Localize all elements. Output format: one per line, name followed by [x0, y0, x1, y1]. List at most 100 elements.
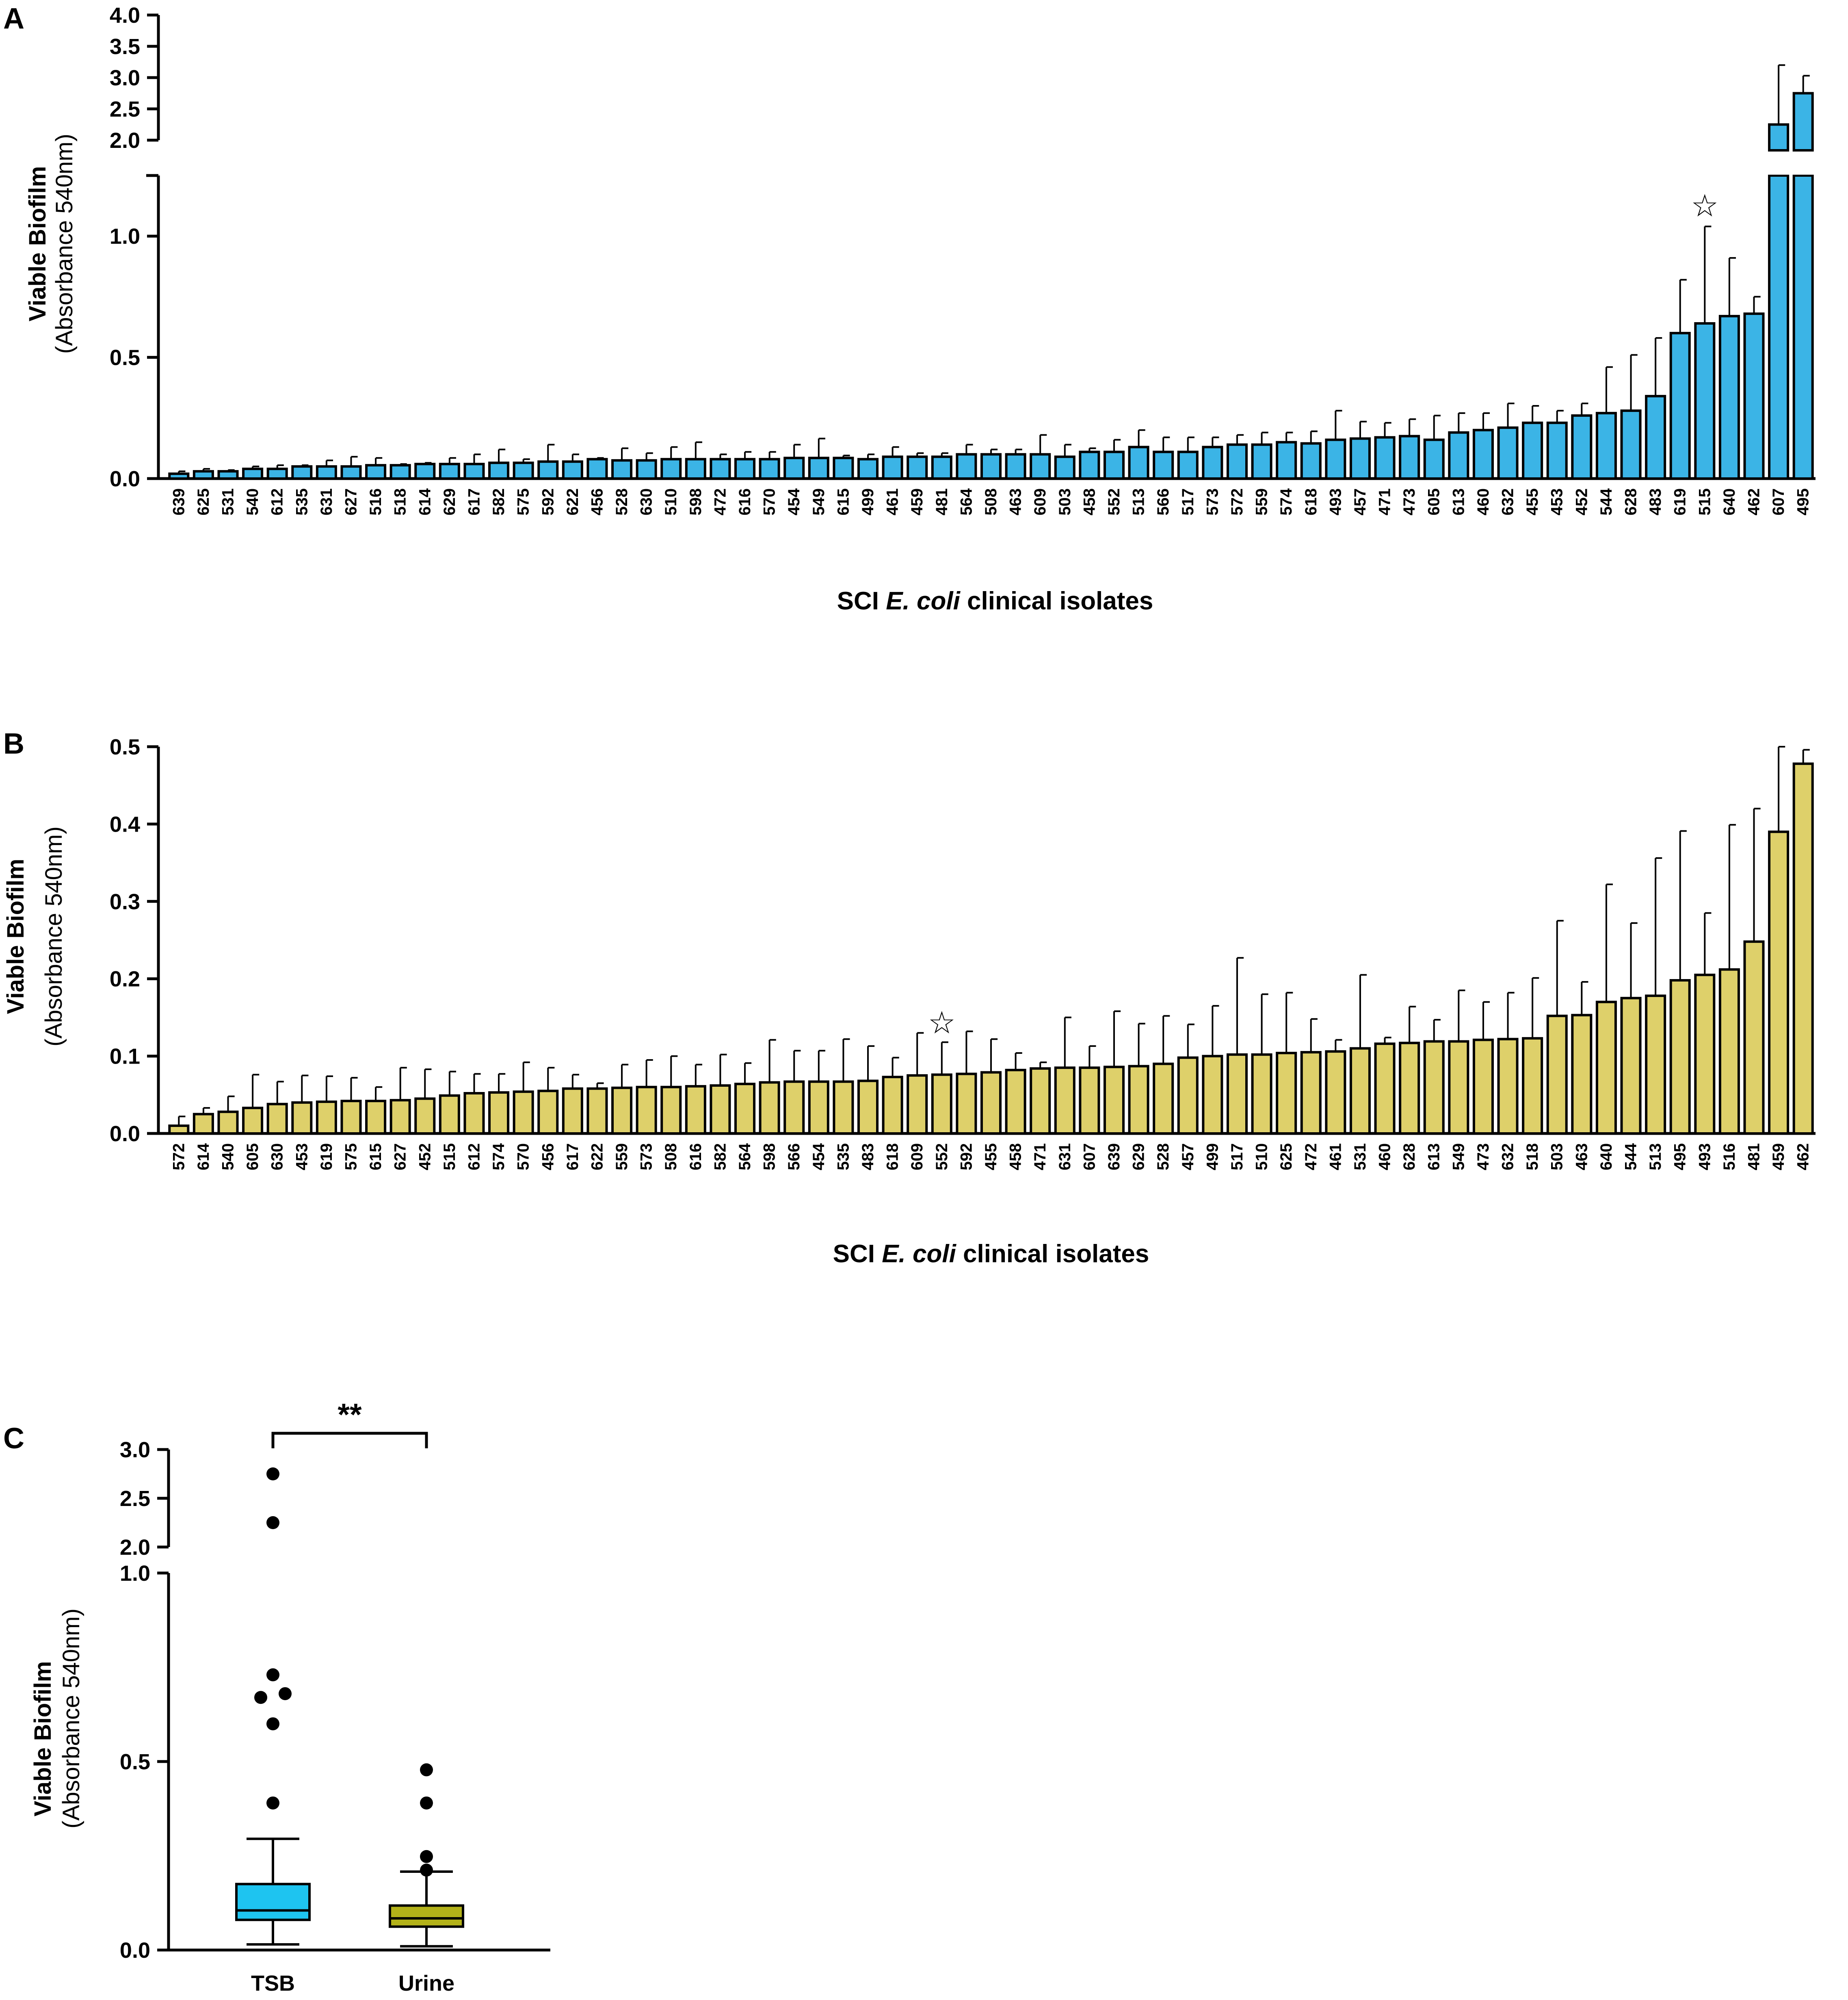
x-tick-label: 627	[342, 488, 360, 516]
bar	[1251, 443, 1272, 480]
bar	[1743, 940, 1765, 1135]
x-tick-label: 614	[195, 1143, 212, 1170]
x-tick-label: 493	[1696, 1143, 1714, 1170]
x-tick-label: 573	[638, 1143, 656, 1170]
x-tick-label: 605	[1425, 488, 1443, 516]
panel-c-significance: **	[271, 1398, 428, 1448]
x-tick-label: 454	[785, 488, 803, 515]
x-tick-label: 517	[1179, 488, 1197, 516]
box	[235, 1883, 311, 1921]
panel-a-axes: 0.0 0.5 1.0 2.0 2.5 3.0 3.5 4.0	[110, 3, 1816, 491]
bar	[586, 1087, 608, 1135]
bar	[1645, 995, 1666, 1135]
x-tick-label: 460	[1376, 1143, 1394, 1170]
x-tick-label: 531	[1351, 1143, 1369, 1170]
bar	[1546, 1014, 1568, 1135]
outlier-point	[420, 1863, 433, 1877]
x-tick-label: 574	[1277, 488, 1295, 515]
panel-a-y-axis-label: Viable Biofilm (Absorbance 540nm)	[24, 134, 78, 354]
bar	[611, 459, 633, 480]
bar	[1128, 446, 1149, 480]
x-tick-label: 552	[1105, 488, 1123, 516]
x-tick-label: 499	[859, 488, 877, 516]
x-category-label: TSB	[251, 1971, 295, 1996]
bar	[1423, 438, 1445, 480]
panel-a-ylabel-bold: Viable Biofilm	[24, 166, 51, 321]
bar	[1153, 451, 1174, 480]
x-tick-label: 510	[662, 488, 680, 516]
x-tick-label: 609	[1031, 488, 1049, 516]
bar	[1030, 1067, 1051, 1135]
bar	[1153, 1062, 1174, 1135]
x-tick-label: 459	[1770, 1143, 1787, 1170]
x-tick-label: 549	[810, 488, 828, 516]
bar	[266, 468, 288, 480]
outlier-point	[266, 1717, 279, 1731]
x-tick-label: 625	[1277, 1143, 1295, 1170]
x-tick-label: 531	[219, 488, 237, 516]
y-tick-label: 1.0	[110, 224, 140, 249]
x-tick-label: 481	[1745, 1143, 1763, 1170]
y-tick-label: 0.4	[110, 812, 140, 836]
y-tick-label: 0.5	[110, 346, 140, 370]
x-tick-label: 572	[1228, 488, 1246, 516]
x-tick-label: 612	[465, 1143, 483, 1170]
x-tick-label: 566	[785, 1143, 803, 1170]
bar	[463, 1092, 485, 1135]
bar	[1177, 451, 1199, 480]
x-tick-label: 463	[1573, 1143, 1590, 1170]
x-tick-label: 483	[859, 1143, 877, 1170]
bar	[242, 1107, 264, 1135]
bar	[980, 453, 1002, 480]
panel-c-ylabel-bold: Viable Biofilm	[30, 1661, 56, 1816]
bar	[1694, 973, 1716, 1135]
bar	[611, 1086, 633, 1135]
bar	[710, 458, 731, 480]
bar	[907, 455, 928, 480]
bar	[1718, 315, 1740, 480]
x-tick-label: 615	[367, 1143, 385, 1170]
bar	[857, 458, 879, 480]
bar	[1325, 438, 1346, 480]
x-tick-label: 456	[588, 488, 606, 516]
x-tick-label: 540	[219, 1143, 237, 1170]
bar	[217, 1110, 239, 1135]
x-tick-label: 493	[1326, 488, 1344, 516]
bar	[242, 468, 264, 480]
x-tick-label: 549	[1450, 1143, 1467, 1170]
y-tick-label: 0.0	[120, 1938, 150, 1963]
outlier-point	[420, 1763, 433, 1777]
bar	[660, 458, 682, 480]
bar	[1423, 1040, 1445, 1135]
bar	[1497, 426, 1519, 480]
bar	[1202, 446, 1223, 480]
bar	[1128, 1065, 1149, 1135]
x-tick-label: 612	[268, 488, 286, 516]
x-tick-label: 613	[1450, 488, 1467, 516]
y-tick-label: 0.5	[120, 1750, 150, 1774]
bar	[1325, 1050, 1346, 1135]
bar	[1472, 1038, 1494, 1135]
bar	[1595, 1001, 1617, 1135]
x-tick-label: 592	[539, 488, 557, 516]
x-tick-label: 582	[711, 1143, 729, 1170]
x-tick-label: 564	[957, 488, 975, 515]
bar	[956, 453, 977, 480]
bar	[980, 1071, 1002, 1135]
bar	[1177, 1056, 1199, 1135]
x-tick-label: 622	[588, 1143, 606, 1170]
bar	[168, 472, 190, 480]
bar-upper-segment	[1792, 92, 1814, 152]
bar	[1005, 1068, 1026, 1135]
x-tick-label: 458	[1007, 1143, 1025, 1170]
bar	[537, 460, 559, 480]
x-tick-label: 640	[1597, 1143, 1615, 1170]
x-tick-label: 552	[933, 1143, 951, 1170]
x-tick-label: 592	[957, 1143, 975, 1170]
x-tick-label: 570	[515, 1143, 532, 1170]
x-tick-label: 639	[170, 488, 188, 516]
bar	[882, 1076, 903, 1135]
x-tick-label: 452	[416, 1143, 434, 1170]
bar	[833, 457, 854, 480]
